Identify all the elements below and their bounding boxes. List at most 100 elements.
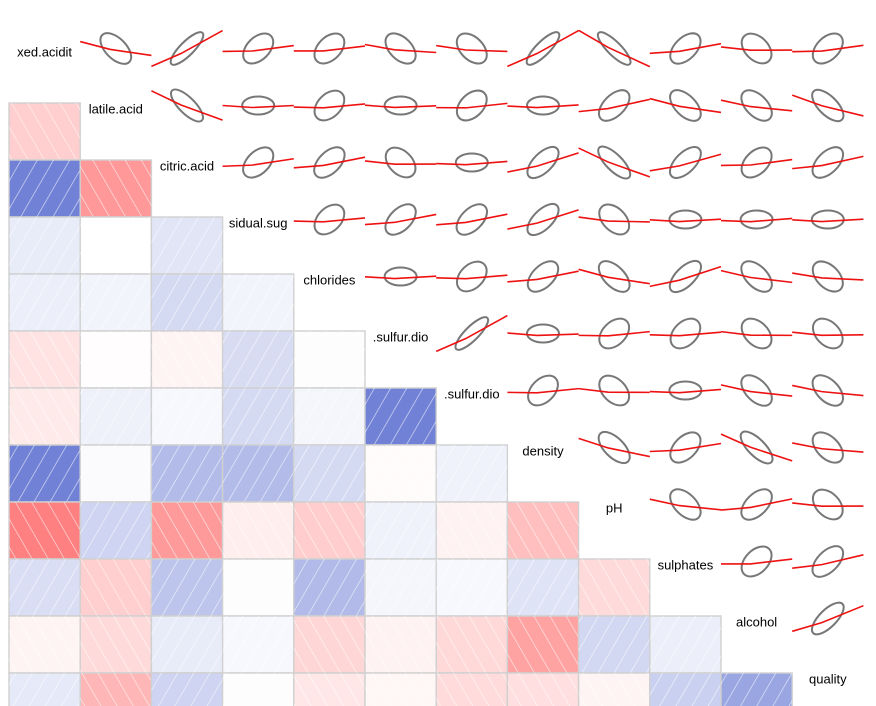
correlation-ellipse bbox=[525, 31, 561, 66]
shade-cell bbox=[221, 444, 295, 503]
ellipse-cell bbox=[507, 374, 579, 407]
shade-cell bbox=[150, 273, 224, 332]
smoother-line bbox=[507, 387, 579, 394]
shade-cell-hatch bbox=[80, 160, 152, 217]
shade-cell bbox=[221, 273, 295, 332]
smoother-line bbox=[792, 442, 864, 453]
shade-cell-hatch bbox=[9, 160, 81, 217]
shade-cell-hatch bbox=[222, 673, 294, 706]
shade-cell-hatch bbox=[9, 673, 81, 706]
ellipse-cell bbox=[649, 380, 722, 401]
smoother-line bbox=[222, 44, 294, 53]
smoother-line bbox=[720, 384, 793, 397]
smoother-line bbox=[720, 217, 793, 223]
shade-cell-hatch bbox=[507, 673, 579, 706]
smoother-line bbox=[222, 157, 294, 168]
smoother-line bbox=[720, 498, 793, 511]
correlation-ellipse bbox=[810, 209, 845, 230]
shade-cell bbox=[8, 159, 81, 218]
shade-cell bbox=[435, 615, 509, 674]
correlation-ellipse bbox=[739, 430, 774, 465]
correlation-ellipse bbox=[526, 260, 560, 293]
ellipse-cell bbox=[507, 202, 579, 237]
shade-cell bbox=[8, 216, 81, 275]
ellipse-cell bbox=[578, 317, 650, 350]
smoother-line bbox=[792, 155, 864, 170]
correlation-ellipse bbox=[668, 146, 702, 179]
ellipse-cell bbox=[792, 374, 864, 407]
shade-cell-hatch bbox=[365, 673, 437, 706]
shade-cell-hatch bbox=[9, 559, 81, 616]
ellipse-cell bbox=[435, 314, 508, 353]
correlation-ellipse bbox=[527, 374, 559, 407]
ellipse-cell bbox=[364, 203, 437, 236]
smoother-line bbox=[507, 332, 579, 337]
shade-cell-hatch bbox=[151, 616, 223, 673]
shade-cell bbox=[649, 615, 722, 674]
variable-label: sidual.sug bbox=[229, 216, 288, 231]
smoother-line bbox=[578, 330, 650, 337]
variable-label: citric.acid bbox=[160, 159, 214, 174]
shade-cell bbox=[221, 672, 295, 706]
ellipse-cell bbox=[578, 203, 650, 236]
shade-cell-hatch bbox=[80, 217, 152, 274]
shade-cell bbox=[8, 558, 81, 617]
variable-label: pH bbox=[606, 501, 623, 516]
smoother-line bbox=[578, 387, 650, 394]
shade-cell bbox=[8, 501, 81, 560]
shade-cell bbox=[8, 273, 81, 332]
shade-cell bbox=[8, 330, 81, 389]
smoother-line bbox=[364, 104, 437, 109]
correlation-ellipse bbox=[169, 88, 205, 123]
ellipse-cell bbox=[649, 259, 722, 294]
ellipse-cell bbox=[791, 88, 864, 123]
smoother-line bbox=[79, 40, 152, 57]
correlation-ellipse bbox=[811, 88, 845, 123]
correlation-ellipse bbox=[740, 488, 773, 521]
correlation-ellipse bbox=[598, 374, 631, 407]
shade-cell bbox=[364, 558, 437, 617]
shade-cell bbox=[649, 672, 722, 706]
ellipse-cell bbox=[293, 146, 366, 179]
smoother-line bbox=[792, 554, 864, 569]
correlation-ellipse bbox=[811, 146, 845, 179]
shade-cell-hatch bbox=[222, 502, 294, 559]
shade-cell bbox=[150, 330, 224, 389]
ellipse-cell bbox=[436, 260, 508, 293]
smoother-line bbox=[792, 502, 864, 508]
correlation-ellipse bbox=[526, 95, 560, 116]
shade-cell bbox=[150, 501, 224, 560]
ellipse-cell bbox=[79, 32, 152, 65]
ellipse-cell bbox=[720, 260, 793, 293]
variable-label: .sulfur.dio bbox=[444, 387, 500, 402]
shade-cell bbox=[364, 387, 437, 446]
ellipse-cell bbox=[649, 146, 722, 179]
smoother-line bbox=[578, 437, 650, 458]
ellipse-cell bbox=[578, 374, 650, 407]
ellipse-cell bbox=[222, 32, 294, 65]
shade-cell-hatch bbox=[151, 559, 223, 616]
ellipse-cell bbox=[720, 89, 793, 122]
shade-cell-hatch bbox=[151, 673, 223, 706]
shade-cell bbox=[79, 387, 153, 446]
correlation-ellipse bbox=[455, 260, 488, 293]
shade-cell bbox=[79, 501, 153, 560]
shade-cell-hatch bbox=[293, 616, 365, 673]
shade-cell-hatch bbox=[649, 673, 721, 706]
smoother-line bbox=[364, 43, 437, 54]
shade-cell bbox=[577, 672, 651, 706]
shade-cell bbox=[364, 672, 437, 706]
ellipse-cell bbox=[436, 203, 508, 236]
correlation-ellipse bbox=[384, 32, 417, 65]
ellipse-cell bbox=[578, 89, 650, 122]
correlation-ellipse bbox=[739, 209, 774, 230]
shade-cell-hatch bbox=[293, 331, 365, 388]
smoother-line bbox=[720, 330, 793, 337]
shade-cell bbox=[364, 501, 437, 560]
correlation-ellipse bbox=[598, 203, 631, 236]
shade-cell-hatch bbox=[293, 502, 365, 559]
correlation-ellipse bbox=[313, 32, 346, 65]
smoother-line bbox=[720, 433, 793, 462]
shade-cell bbox=[8, 387, 81, 446]
